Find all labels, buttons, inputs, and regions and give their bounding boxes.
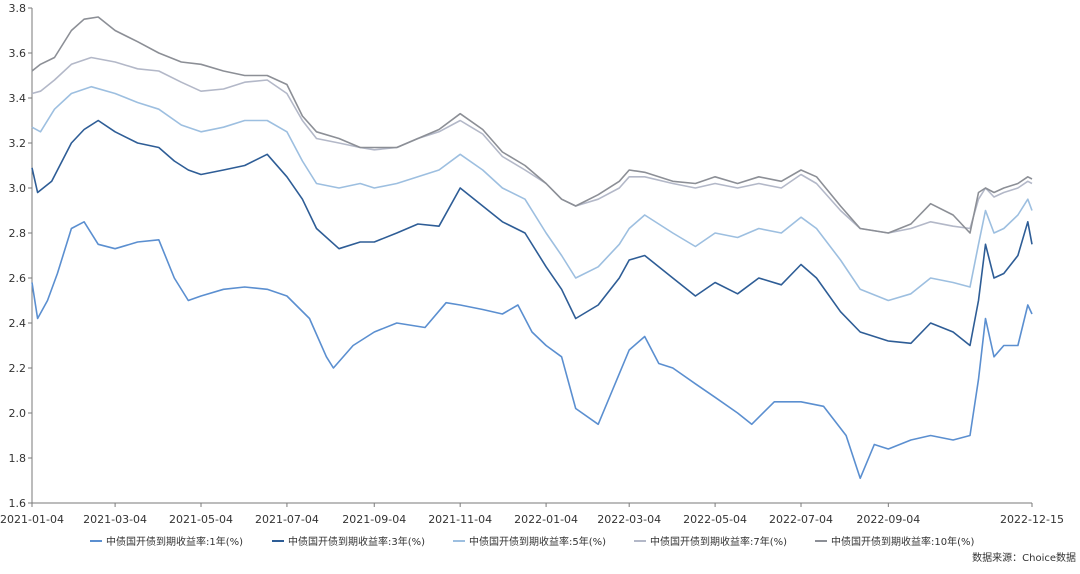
series-line-1: [31, 221, 1033, 480]
legend-label: 中债国开债到期收益率:3年(%): [288, 535, 425, 548]
y-tick-label: 3.2: [9, 137, 27, 150]
y-tick-label: 3.6: [9, 47, 27, 60]
series-line-5: [31, 16, 1033, 234]
legend-label: 中债国开债到期收益率:5年(%): [469, 535, 606, 548]
x-tick-label: 2022-09-04: [856, 513, 920, 526]
x-tick-label: 2021-05-04: [169, 513, 233, 526]
x-axis: 2021-01-04 2021-03-04 2021-05-04 2021-07-04…: [0, 502, 1064, 526]
series-line-3: [31, 85, 1033, 302]
y-tick-label: 3.0: [9, 182, 27, 195]
series-line-4: [31, 56, 1033, 234]
y-tick-label: 2.4: [9, 317, 27, 330]
legend-item: 中债国开债到期收益率:3年(%): [272, 535, 425, 548]
legend-label: 中债国开债到期收益率:1年(%): [106, 535, 243, 548]
y-tick-label: 1.6: [9, 497, 27, 510]
series-line-2: [31, 119, 1033, 347]
data-source-note: 数据来源：Choice数据: [972, 551, 1076, 564]
x-tick-label: 2021-07-04: [255, 513, 319, 526]
x-tick-label: 2022-01-04: [514, 513, 578, 526]
legend: 中债国开债到期收益率:1年(%) 中债国开债到期收益率:3年(%) 中债国开债到期收…: [90, 535, 974, 548]
y-tick-label: 2.2: [9, 362, 27, 375]
x-tick-label: 2022-07-04: [769, 513, 833, 526]
plot-area: [31, 16, 1033, 480]
legend-item: 中债国开债到期收益率:1年(%): [90, 535, 243, 548]
x-tick-label: 2021-01-04: [0, 513, 64, 526]
x-tick-label: 2021-03-04: [83, 513, 147, 526]
legend-label: 中债国开债到期收益率:7年(%): [650, 535, 787, 548]
y-tick-label: 3.4: [9, 92, 27, 105]
x-tick-label: 2022-05-04: [683, 513, 747, 526]
y-axis: 1.6 1.8 2.0 2.2 2.4 2.6 2.8 3.0 3.2 3.4 3.6 3.8: [9, 2, 33, 510]
x-tick-label: 2022-12-15: [1000, 513, 1064, 526]
legend-label: 中债国开债到期收益率:10年(%): [831, 535, 974, 548]
y-tick-label: 3.8: [9, 2, 27, 15]
y-tick-label: 2.0: [9, 407, 27, 420]
legend-item: 中债国开债到期收益率:10年(%): [815, 535, 974, 548]
x-tick-label: 2021-11-04: [428, 513, 492, 526]
legend-item: 中债国开债到期收益率:7年(%): [634, 535, 787, 548]
y-tick-label: 2.6: [9, 272, 27, 285]
x-tick-label: 2021-09-04: [342, 513, 406, 526]
x-tick-label: 2022-03-04: [597, 513, 661, 526]
legend-item: 中债国开债到期收益率:5年(%): [453, 535, 606, 548]
y-tick-label: 2.8: [9, 227, 27, 240]
y-tick-label: 1.8: [9, 452, 27, 465]
